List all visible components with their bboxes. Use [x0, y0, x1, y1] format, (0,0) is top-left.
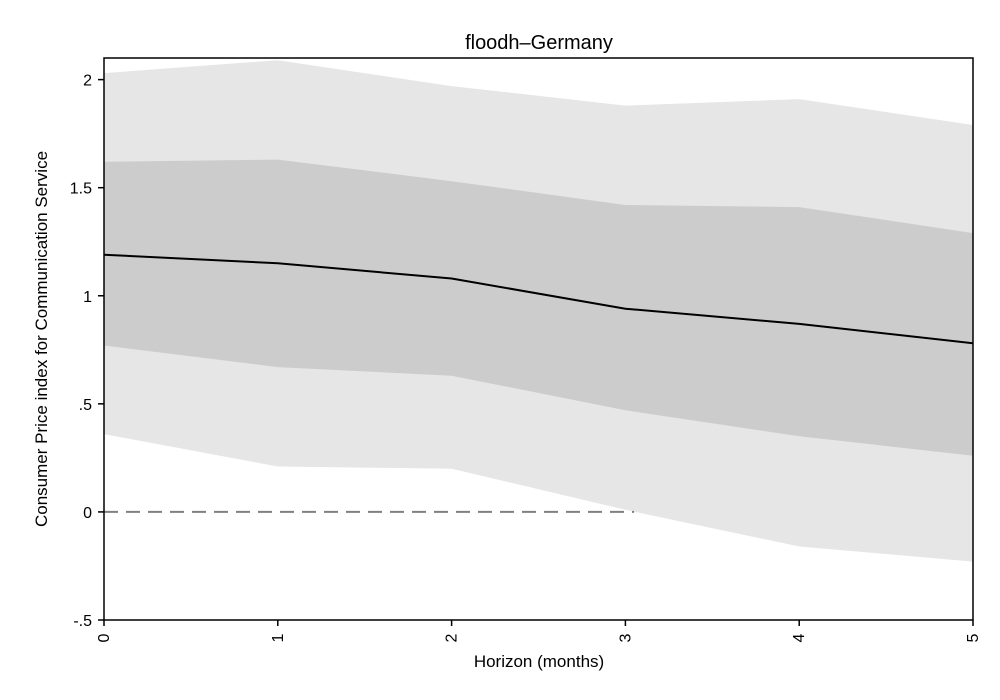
- inner-confidence-band: [104, 159, 973, 456]
- estimate-line: [103, 253, 974, 345]
- y-tick-label: 2: [83, 73, 92, 90]
- x-tick-label: 0: [96, 633, 113, 642]
- y-tick-label: 1.5: [70, 181, 92, 198]
- y-axis: -.5 0 .5 1 1.5 2: [70, 73, 104, 630]
- y-tick-label: .5: [79, 397, 92, 414]
- plot-frame: [103, 57, 974, 621]
- x-tick-label: 5: [965, 633, 982, 642]
- x-tick-label: 2: [444, 633, 461, 642]
- x-tick-label: 1: [270, 633, 287, 642]
- x-axis-label: Horizon (months): [474, 652, 604, 671]
- y-tick-label: 0: [83, 505, 92, 522]
- x-tick-label: 3: [617, 633, 634, 642]
- plot-area: [103, 60, 974, 562]
- x-tick-label: 4: [791, 633, 808, 642]
- y-axis-label: Consumer Price index for Communication S…: [32, 151, 51, 527]
- y-tick-label: -.5: [73, 613, 92, 630]
- y-tick-label: 1: [83, 289, 92, 306]
- chart-title: floodh–Germany: [465, 32, 613, 54]
- x-axis: 0 1 2 3 4 5: [96, 620, 982, 642]
